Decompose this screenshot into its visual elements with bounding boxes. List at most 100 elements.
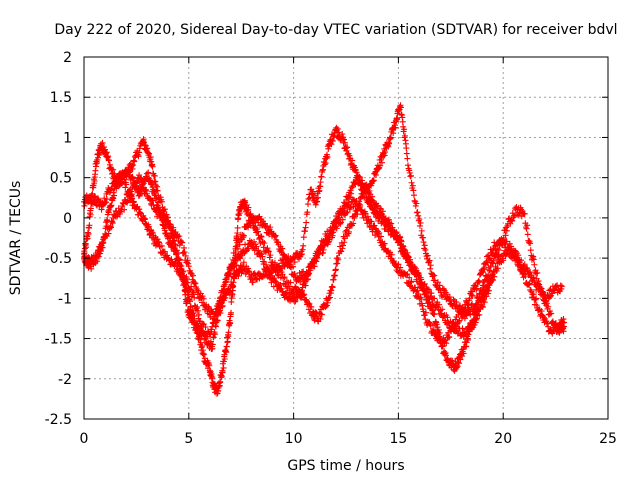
data-point-fill (234, 230, 241, 237)
data-point-fill (136, 149, 143, 156)
data-point-fill (221, 291, 228, 298)
data-point-fill (329, 284, 336, 291)
data-point-fill (306, 300, 313, 307)
data-point-fill (382, 149, 389, 156)
data-point-fill (546, 294, 553, 301)
data-point-fill (458, 315, 465, 322)
data-point-fill (444, 314, 451, 321)
data-point-fill (337, 220, 344, 227)
data-point-fill (538, 285, 545, 292)
data-point-fill (385, 216, 392, 223)
data-point-fill (217, 304, 224, 311)
data-point-fill (335, 129, 342, 136)
data-point-fill (430, 271, 437, 278)
data-point-fill (297, 293, 304, 300)
data-point-fill (189, 272, 196, 279)
data-point-fill (436, 301, 443, 308)
data-point-fill (404, 155, 411, 162)
data-point-fill (373, 172, 380, 179)
data-point-fill (475, 277, 482, 284)
data-point-fill (234, 245, 241, 252)
data-point-fill (537, 284, 544, 291)
data-point-fill (163, 214, 170, 221)
data-point-fill (128, 191, 135, 198)
data-point-fill (424, 252, 431, 259)
data-point-fill (464, 302, 471, 309)
data-point-fill (303, 219, 310, 226)
data-point-fill (109, 220, 116, 227)
data-point-fill (427, 322, 434, 329)
data-point (175, 255, 182, 262)
data-point-fill (300, 234, 307, 241)
y-tick-label: 1 (63, 130, 72, 146)
data-point-fill (465, 301, 472, 308)
data-point-fill (403, 145, 410, 152)
data-point-fill (476, 278, 483, 285)
data-point-fill (408, 278, 415, 285)
data-point-fill (381, 240, 388, 247)
data-point-fill (184, 276, 191, 283)
data-point-fill (323, 302, 330, 309)
data-point-fill (364, 213, 371, 220)
data-point-fill (209, 341, 216, 348)
data-point-fill (258, 233, 265, 240)
x-tick-label: 25 (599, 431, 617, 447)
data-point-fill (99, 244, 106, 251)
data-point (93, 255, 100, 262)
data-point-fill (348, 190, 355, 197)
data-point-fill (434, 279, 441, 286)
data-point-fill (456, 360, 463, 367)
data-point-fill (328, 141, 335, 148)
data-point-fill (421, 280, 428, 287)
data-point-fill (227, 320, 234, 327)
data-point-fill (490, 257, 497, 264)
data-point-fill (139, 181, 146, 188)
data-point-fill (219, 369, 226, 376)
data-point-fill (313, 255, 320, 262)
data-point-fill (405, 254, 412, 261)
data-point-fill (130, 162, 137, 169)
data-point-fill (439, 343, 446, 350)
data-point-fill (155, 205, 162, 212)
data-point-fill (397, 104, 404, 111)
data-point-fill (524, 222, 531, 229)
data-point-fill (190, 310, 197, 317)
data-point-fill (267, 252, 274, 259)
data-point-fill (223, 276, 230, 283)
data-point-fill (399, 118, 406, 125)
data-point-fill (362, 210, 369, 217)
data-point-fill (521, 210, 528, 217)
data-point-fill (446, 294, 453, 301)
data-point-fill (318, 311, 325, 318)
data-point-fill (173, 249, 180, 256)
data-point-fill (121, 206, 128, 213)
data-point-fill (364, 184, 371, 191)
data-point-fill (416, 222, 423, 229)
data-point-fill (105, 230, 112, 237)
data-point-fill (179, 239, 186, 246)
data-point-fill (219, 296, 226, 303)
data-point-fill (157, 194, 164, 201)
data-points (81, 102, 567, 397)
data-point-fill (247, 240, 254, 247)
data-point-fill (257, 233, 264, 240)
data-point-fill (368, 218, 375, 225)
data-point-fill (133, 183, 140, 190)
data-point-fill (337, 209, 344, 216)
data-point-fill (484, 259, 491, 266)
data-point-fill (300, 277, 307, 284)
data-point-fill (199, 293, 206, 300)
data-point-fill (410, 192, 417, 199)
data-point-fill (431, 295, 438, 302)
data-point-fill (208, 328, 215, 335)
data-point-fill (419, 302, 426, 309)
data-point-fill (397, 264, 404, 271)
data-point-fill (282, 256, 289, 263)
data-point-fill (124, 197, 131, 204)
y-tick-label: 2 (63, 50, 72, 66)
data-point-fill (290, 290, 297, 297)
data-point-fill (376, 205, 383, 212)
data-point-fill (291, 259, 298, 266)
data-point-fill (212, 310, 219, 317)
data-point-fill (158, 242, 165, 249)
